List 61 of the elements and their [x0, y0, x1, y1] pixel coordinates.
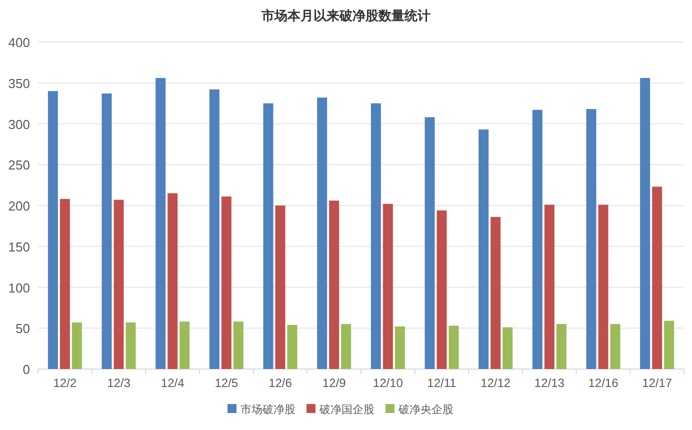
bar	[156, 78, 166, 369]
bar	[48, 91, 58, 369]
bar	[370, 103, 381, 369]
y-tick-label: 50	[16, 321, 30, 336]
bar	[209, 89, 220, 369]
bar	[329, 200, 340, 369]
y-tick-label: 400	[8, 35, 30, 50]
bar	[102, 94, 112, 369]
bar	[317, 98, 328, 369]
bar	[664, 320, 674, 369]
y-tick-label: 250	[8, 158, 30, 173]
y-tick-label: 100	[8, 280, 30, 296]
y-tick-label: 300	[8, 116, 30, 132]
x-tick-label: 12/4	[160, 376, 185, 390]
bar	[586, 109, 596, 369]
bar	[598, 204, 608, 369]
y-tick-label: 200	[8, 198, 30, 214]
bar	[287, 324, 298, 369]
bar	[275, 206, 286, 369]
bar	[114, 200, 124, 369]
bar	[448, 326, 459, 369]
bar	[610, 324, 620, 369]
bar	[233, 322, 244, 369]
bar	[221, 196, 232, 369]
x-tick-label: 12/16	[588, 376, 619, 390]
x-tick-label: 12/3	[107, 376, 131, 390]
chart-title: 市场本月以来破净股数量统计	[260, 8, 430, 23]
bar	[341, 324, 352, 369]
bar	[544, 204, 554, 369]
x-tick-label: 12/9	[322, 376, 346, 390]
bar	[478, 129, 489, 369]
x-tick-label: 12/12	[480, 376, 511, 390]
bar	[424, 117, 435, 369]
legend-label: 破净央企股	[398, 403, 454, 416]
y-tick-label: 150	[8, 239, 30, 254]
bar	[640, 78, 650, 369]
bar	[502, 327, 513, 369]
bar	[180, 322, 190, 369]
bar	[382, 204, 393, 369]
bar	[490, 216, 501, 369]
x-tick-label: 12/5	[214, 376, 238, 390]
x-tick-label: 12/6	[268, 376, 292, 390]
bar	[168, 193, 178, 369]
bar	[263, 103, 274, 369]
bar	[532, 110, 542, 369]
legend-label: 市场破净股	[240, 403, 296, 416]
x-tick-label: 12/2	[53, 376, 77, 390]
y-tick-label: 0	[22, 362, 30, 377]
x-tick-label: 12/10	[372, 376, 404, 390]
bar	[436, 210, 447, 369]
x-tick-label: 12/11	[427, 376, 457, 390]
bar	[60, 198, 70, 369]
bar	[72, 322, 82, 369]
legend-label: 破净国企股	[318, 403, 374, 416]
x-tick-label: 12/17	[642, 376, 672, 390]
y-tick-label: 350	[8, 76, 30, 91]
bar	[394, 326, 405, 369]
bar	[556, 324, 566, 369]
x-tick-label: 12/13	[534, 376, 565, 390]
bar	[652, 186, 662, 369]
bar	[126, 322, 136, 369]
